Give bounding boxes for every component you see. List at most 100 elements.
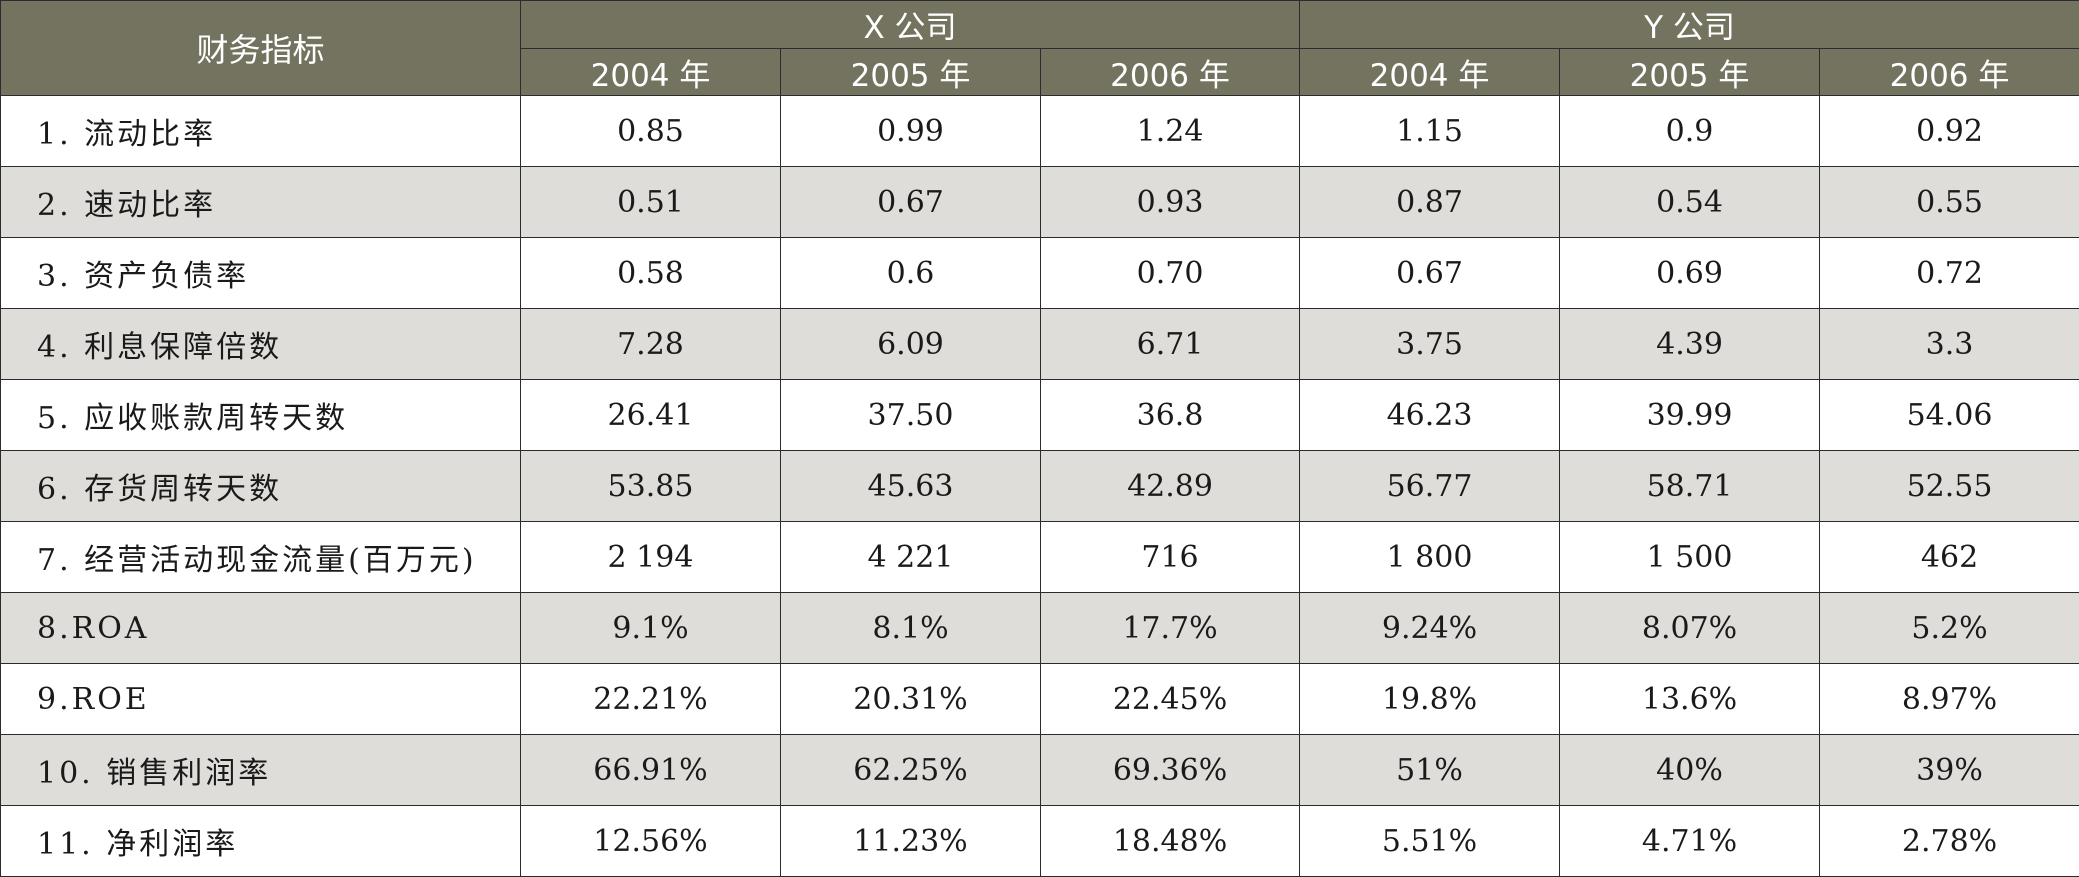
table-cell: 9.1% <box>521 593 781 664</box>
table-cell: 0.87 <box>1300 167 1560 238</box>
table-cell: 0.85 <box>521 96 781 167</box>
company-x-header: X 公司 <box>521 1 1300 49</box>
table-cell: 7.28 <box>521 309 781 380</box>
table-cell: 0.67 <box>1300 238 1560 309</box>
table-cell: 1.24 <box>1041 96 1300 167</box>
row-label: 8.ROA <box>1 593 521 664</box>
indicator-column-header: 财务指标 <box>1 1 521 96</box>
table-cell: 0.6 <box>781 238 1041 309</box>
row-label: 3. 资产负债率 <box>1 238 521 309</box>
table-cell: 1 500 <box>1560 522 1820 593</box>
table-cell: 13.6% <box>1560 664 1820 735</box>
table-cell: 5.2% <box>1820 593 2079 664</box>
table-cell: 4 221 <box>781 522 1041 593</box>
table-cell: 42.89 <box>1041 451 1300 522</box>
table-cell: 8.1% <box>781 593 1041 664</box>
table-cell: 62.25% <box>781 735 1041 806</box>
table-cell: 54.06 <box>1820 380 2079 451</box>
row-label: 6. 存货周转天数 <box>1 451 521 522</box>
table-cell: 716 <box>1041 522 1300 593</box>
table-cell: 53.85 <box>521 451 781 522</box>
table-cell: 22.45% <box>1041 664 1300 735</box>
table-cell: 0.69 <box>1560 238 1820 309</box>
table-cell: 12.56% <box>521 806 781 877</box>
table-cell: 0.54 <box>1560 167 1820 238</box>
row-label: 1. 流动比率 <box>1 96 521 167</box>
table-cell: 45.63 <box>781 451 1041 522</box>
table-cell: 1 800 <box>1300 522 1560 593</box>
table-cell: 39% <box>1820 735 2079 806</box>
row-label: 11. 净利润率 <box>1 806 521 877</box>
table-cell: 9.24% <box>1300 593 1560 664</box>
table-cell: 3.75 <box>1300 309 1560 380</box>
row-label: 4. 利息保障倍数 <box>1 309 521 380</box>
row-label: 7. 经营活动现金流量(百万元) <box>1 522 521 593</box>
table-cell: 26.41 <box>521 380 781 451</box>
table-cell: 4.71% <box>1560 806 1820 877</box>
year-header: 2004 年 <box>521 49 781 96</box>
row-label: 9.ROE <box>1 664 521 735</box>
table-cell: 3.3 <box>1820 309 2079 380</box>
table-cell: 8.97% <box>1820 664 2079 735</box>
row-label: 10. 销售利润率 <box>1 735 521 806</box>
table-cell: 58.71 <box>1560 451 1820 522</box>
table-cell: 11.23% <box>781 806 1041 877</box>
table-cell: 51% <box>1300 735 1560 806</box>
table-cell: 69.36% <box>1041 735 1300 806</box>
table-cell: 4.39 <box>1560 309 1820 380</box>
table-cell: 0.55 <box>1820 167 2079 238</box>
year-header: 2004 年 <box>1300 49 1560 96</box>
table-cell: 6.71 <box>1041 309 1300 380</box>
table-cell: 8.07% <box>1560 593 1820 664</box>
table-cell: 0.93 <box>1041 167 1300 238</box>
table-cell: 5.51% <box>1300 806 1560 877</box>
table-cell: 39.99 <box>1560 380 1820 451</box>
table-cell: 22.21% <box>521 664 781 735</box>
table-cell: 0.72 <box>1820 238 2079 309</box>
table-cell: 6.09 <box>781 309 1041 380</box>
table-cell: 17.7% <box>1041 593 1300 664</box>
table-cell: 0.70 <box>1041 238 1300 309</box>
row-label: 2. 速动比率 <box>1 167 521 238</box>
table-header: 财务指标 X 公司 Y 公司 2004 年 2005 年 2006 年 2004… <box>1 1 2079 96</box>
table-cell: 2.78% <box>1820 806 2079 877</box>
table-cell: 0.51 <box>521 167 781 238</box>
table-cell: 46.23 <box>1300 380 1560 451</box>
company-y-header: Y 公司 <box>1300 1 2079 49</box>
year-header: 2006 年 <box>1820 49 2079 96</box>
table-cell: 0.9 <box>1560 96 1820 167</box>
table-cell: 0.58 <box>521 238 781 309</box>
table-cell: 0.92 <box>1820 96 2079 167</box>
table-cell: 36.8 <box>1041 380 1300 451</box>
table-cell: 37.50 <box>781 380 1041 451</box>
year-header: 2006 年 <box>1041 49 1300 96</box>
row-label: 5. 应收账款周转天数 <box>1 380 521 451</box>
table-cell: 40% <box>1560 735 1820 806</box>
table-cell: 18.48% <box>1041 806 1300 877</box>
table-cell: 1.15 <box>1300 96 1560 167</box>
table-cell: 56.77 <box>1300 451 1560 522</box>
table-cell: 19.8% <box>1300 664 1560 735</box>
table-cell: 0.99 <box>781 96 1041 167</box>
table-cell: 2 194 <box>521 522 781 593</box>
table-cell: 52.55 <box>1820 451 2079 522</box>
year-header: 2005 年 <box>781 49 1041 96</box>
year-header: 2005 年 <box>1560 49 1820 96</box>
table-cell: 0.67 <box>781 167 1041 238</box>
table-cell: 20.31% <box>781 664 1041 735</box>
table-cell: 462 <box>1820 522 2079 593</box>
table-cell: 66.91% <box>521 735 781 806</box>
